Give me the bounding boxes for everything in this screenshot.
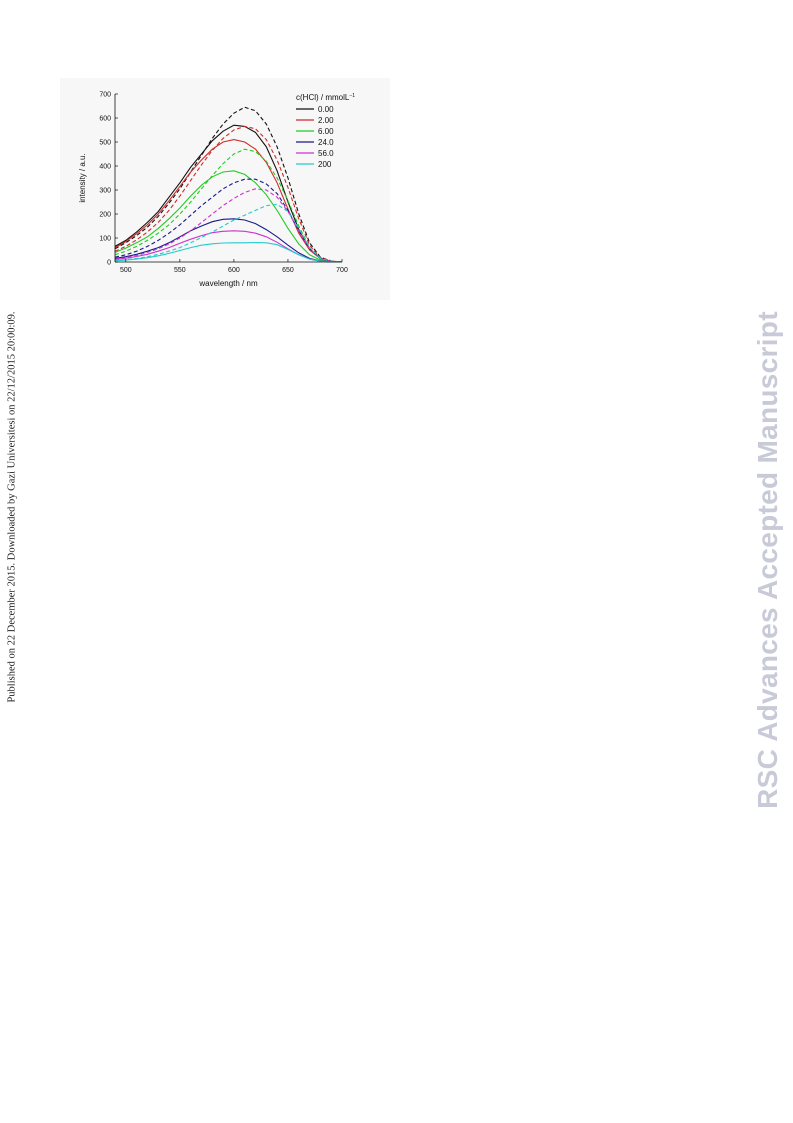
legend-entry-label: 56.0 <box>318 149 334 158</box>
axes <box>114 94 342 263</box>
series-line-6-00-solid <box>114 170 343 263</box>
legend-title-main: c(HCl) / mmolL <box>296 93 350 102</box>
series-line-200-solid <box>114 242 343 263</box>
x-tick-label: 700 <box>336 267 348 274</box>
legend-entry-label: 0.00 <box>318 105 334 114</box>
plot-lines <box>114 106 343 263</box>
legend-title-sup: −1 <box>349 93 355 99</box>
chart-svg: 500 550 600 650 700 0 100 200 300 400 500 600 700 wa… <box>60 78 390 300</box>
ticks: 500 550 600 650 700 0 100 200 300 400 500 600 700 <box>99 92 348 275</box>
series-line-6-00-dashed <box>114 148 343 263</box>
series-line-24-0-dashed <box>114 178 343 263</box>
series-line-200-dashed <box>114 203 343 263</box>
series-line-0-00-dashed <box>114 106 343 263</box>
x-tick-label: 650 <box>282 267 294 274</box>
y-tick-label: 700 <box>99 92 111 99</box>
series-line-24-0-solid <box>114 218 343 263</box>
legend-entry-label: 6.00 <box>318 127 334 136</box>
y-tick-label: 100 <box>99 236 111 243</box>
legend-entry-label: 200 <box>318 160 332 169</box>
series-line-2-00-dashed <box>114 125 343 263</box>
y-tick-label: 400 <box>99 164 111 171</box>
legend-entry-label: 24.0 <box>318 138 334 147</box>
y-tick-label: 500 <box>99 140 111 147</box>
publication-note: Published on 22 December 2015. Downloade… <box>4 307 20 707</box>
y-axis-title: intensity / a.u. <box>78 153 87 202</box>
x-tick-label: 550 <box>174 267 186 274</box>
y-tick-label: 600 <box>99 116 111 123</box>
fluorescence-spectra-figure: 500 550 600 650 700 0 100 200 300 400 500 600 700 wa… <box>60 78 390 300</box>
legend-title: c(HCl) / mmolL−1 <box>296 93 355 102</box>
x-tick-label: 500 <box>120 267 132 274</box>
publication-note-text: Published on 22 December 2015. Downloade… <box>6 311 18 703</box>
accepted-manuscript-watermark: RSC Advances Accepted Manuscript <box>748 280 788 840</box>
y-tick-label: 200 <box>99 212 111 219</box>
y-tick-label: 300 <box>99 188 111 195</box>
x-axis-title: wavelength / nm <box>198 279 258 288</box>
legend: c(HCl) / mmolL−1 0.00 2.00 6.00 24.0 56.0 200 <box>296 93 355 169</box>
series-line-2-00-solid <box>114 139 343 263</box>
legend-entry-label: 2.00 <box>318 116 334 125</box>
watermark-text: RSC Advances Accepted Manuscript <box>752 311 783 809</box>
y-tick-label: 0 <box>107 260 111 267</box>
x-tick-label: 600 <box>228 267 240 274</box>
